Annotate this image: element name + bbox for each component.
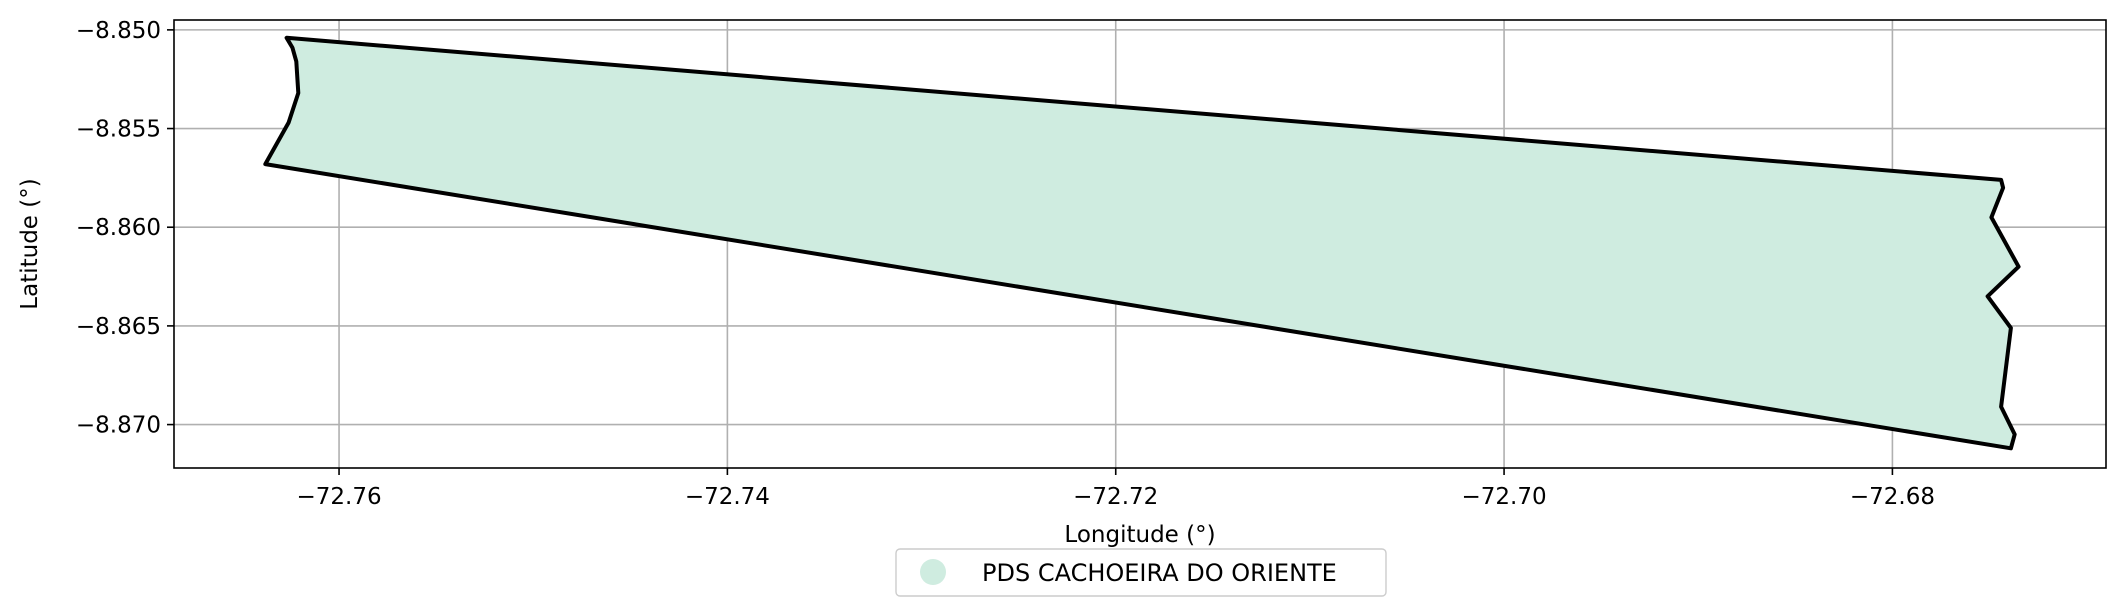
legend-box (895, 548, 1387, 597)
legend: PDS CACHOEIRA DO ORIENTE (895, 548, 1387, 597)
polygon-pds-cachoeira-do-oriente (263, 35, 2021, 451)
axes-frame (173, 19, 2107, 469)
y-axis-label: Latitude (°) (17, 178, 43, 309)
polygon-layer (263, 35, 2021, 451)
y-tick-label: −8.865 (76, 314, 161, 340)
x-tick-label: −72.70 (1462, 484, 1547, 510)
y-tick-label: −8.850 (76, 18, 161, 44)
x-tick-label: −72.76 (296, 484, 381, 510)
x-tick-label: −72.72 (1073, 484, 1158, 510)
axis-ticks: −72.76 −72.74 −72.72 −72.70 −72.68 −8.850 −8.8… (76, 18, 1935, 510)
legend-marker (920, 559, 946, 585)
x-tick-label: −72.68 (1850, 484, 1935, 510)
y-tick-label: −8.870 (76, 413, 161, 439)
y-tick-label: −8.855 (76, 117, 161, 143)
x-tick-label: −72.74 (685, 484, 770, 510)
y-tick-label: −8.860 (76, 215, 161, 241)
legend-label: PDS CACHOEIRA DO ORIENTE (982, 559, 1337, 587)
x-axis-label: Longitude (°) (1064, 522, 1215, 548)
